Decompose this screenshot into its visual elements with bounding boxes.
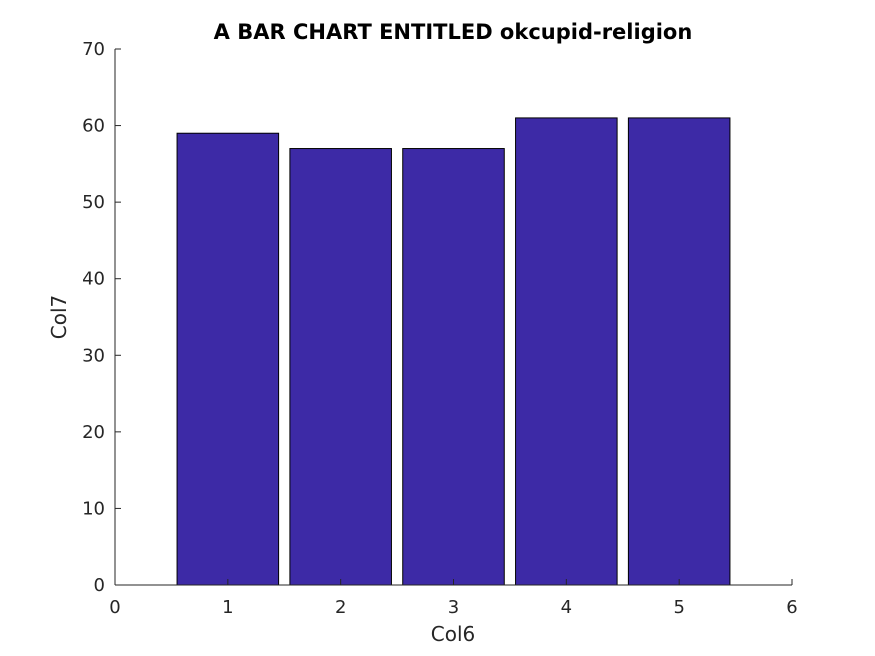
x-tick-label-0: 0 xyxy=(109,597,120,618)
y-tick-label-50: 50 xyxy=(82,192,105,213)
y-tick-label-0: 0 xyxy=(94,575,105,596)
y-tick-label-40: 40 xyxy=(82,269,105,290)
y-axis-label: Col7 xyxy=(47,295,71,339)
bar-1 xyxy=(176,132,280,586)
y-tick-label-20: 20 xyxy=(82,422,105,443)
x-tick-label-3: 3 xyxy=(448,597,459,618)
bar-3 xyxy=(402,148,505,586)
y-tick-label-60: 60 xyxy=(82,116,105,137)
bar-4 xyxy=(515,117,618,586)
bar-2 xyxy=(289,148,392,586)
x-tick-label-5: 5 xyxy=(673,597,684,618)
x-tick-label-1: 1 xyxy=(222,597,233,618)
x-tick-label-4: 4 xyxy=(561,597,572,618)
chart-title: A BAR CHART ENTITLED okcupid-religion xyxy=(214,20,693,44)
x-axis: 0 1 2 3 4 5 6 xyxy=(109,579,798,618)
x-axis-label: Col6 xyxy=(431,622,475,646)
bars-group xyxy=(176,117,731,586)
y-axis: 0 10 20 30 40 50 60 70 xyxy=(82,39,121,596)
x-tick-label-6: 6 xyxy=(786,597,797,618)
bar-5 xyxy=(627,117,731,586)
y-tick-label-30: 30 xyxy=(82,345,105,366)
y-tick-label-10: 10 xyxy=(82,498,105,519)
x-tick-label-2: 2 xyxy=(335,597,346,618)
y-tick-label-70: 70 xyxy=(82,39,105,60)
